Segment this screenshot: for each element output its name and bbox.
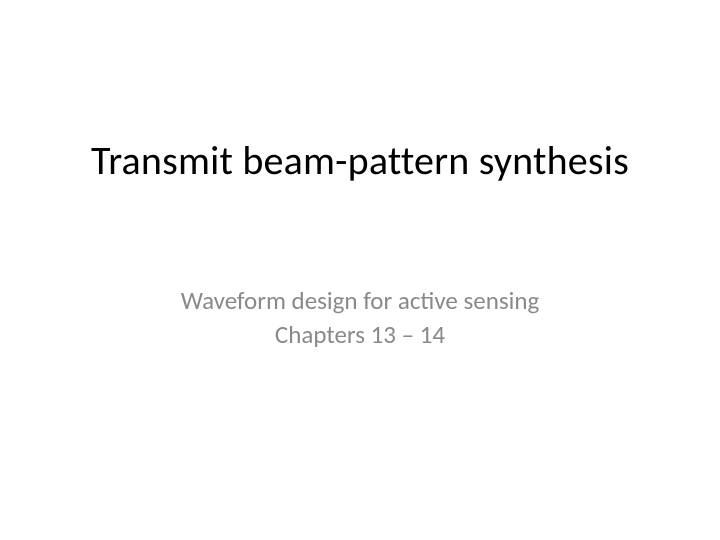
subtitle-container: Waveform design for active sensing Chapt… bbox=[0, 284, 720, 352]
slide-container: Transmit beam-pattern synthesis Waveform… bbox=[0, 0, 720, 540]
slide-title: Transmit beam-pattern synthesis bbox=[0, 136, 720, 185]
subtitle-line-1: Waveform design for active sensing bbox=[0, 284, 720, 318]
subtitle-line-2: Chapters 13 – 14 bbox=[0, 318, 720, 352]
